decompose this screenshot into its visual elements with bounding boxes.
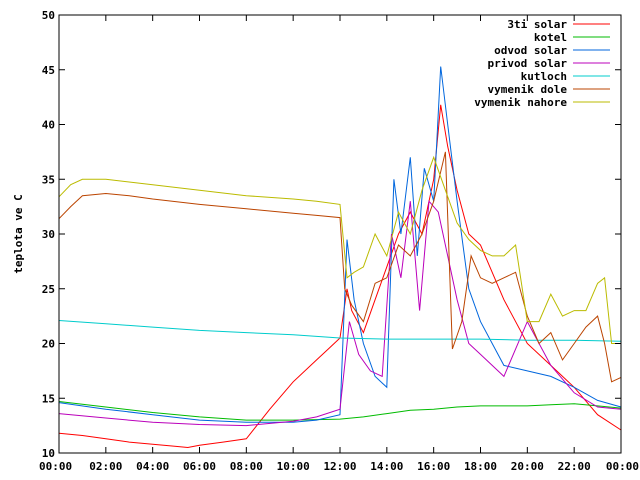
y-tick-label: 30 [42, 228, 55, 241]
series-line-kutloch [58, 320, 622, 342]
x-tick-label: 00:00 [606, 460, 639, 473]
x-tick-label: 18:00 [464, 460, 497, 473]
y-tick-label: 35 [42, 173, 55, 186]
y-tick-label: 20 [42, 338, 55, 351]
y-tick-label: 15 [42, 392, 55, 405]
x-tick-label: 16:00 [417, 460, 450, 473]
x-tick-label: 02:00 [89, 460, 122, 473]
y-tick-label: 45 [42, 64, 55, 77]
y-tick-label: 40 [42, 119, 55, 132]
legend-label-3ti-solar: 3ti solar [507, 18, 567, 31]
legend-label-vymenik-nahore: vymenik nahore [474, 96, 567, 109]
x-tick-label: 20:00 [511, 460, 544, 473]
series-line-3ti-solar [58, 104, 622, 449]
x-tick-label: 04:00 [136, 460, 169, 473]
series-line-vymenik-nahore [58, 155, 621, 344]
legend-label-kotel: kotel [534, 31, 567, 44]
series-line-kotel [58, 401, 622, 421]
series-line-privod-solar [58, 199, 622, 427]
y-tick-label: 10 [42, 447, 55, 460]
y-tick-label: 25 [42, 283, 55, 296]
x-tick-label: 12:00 [323, 460, 356, 473]
x-tick-label: 08:00 [230, 460, 263, 473]
x-tick-label: 06:00 [183, 460, 216, 473]
series-line-vymenik-dole [58, 151, 622, 383]
x-tick-label: 10:00 [277, 460, 310, 473]
x-tick-label: 00:00 [39, 460, 72, 473]
series-layer [58, 66, 622, 449]
x-tick-label: 22:00 [558, 460, 591, 473]
legend-label-vymenik-dole: vymenik dole [488, 83, 568, 96]
y-tick-label: 50 [42, 9, 55, 22]
legend-label-kutloch: kutloch [521, 70, 567, 83]
axis-layer: 10 15 20 25 30 35 40 45 50 00:00 02:00 04:00 06:00 08… [39, 9, 639, 473]
legend-label-odvod-solar: odvod solar [494, 44, 567, 57]
y-axis-label: teplota ve C [12, 194, 25, 273]
legend-label-privod-solar: privod solar [488, 57, 568, 70]
x-tick-label: 14:00 [370, 460, 403, 473]
